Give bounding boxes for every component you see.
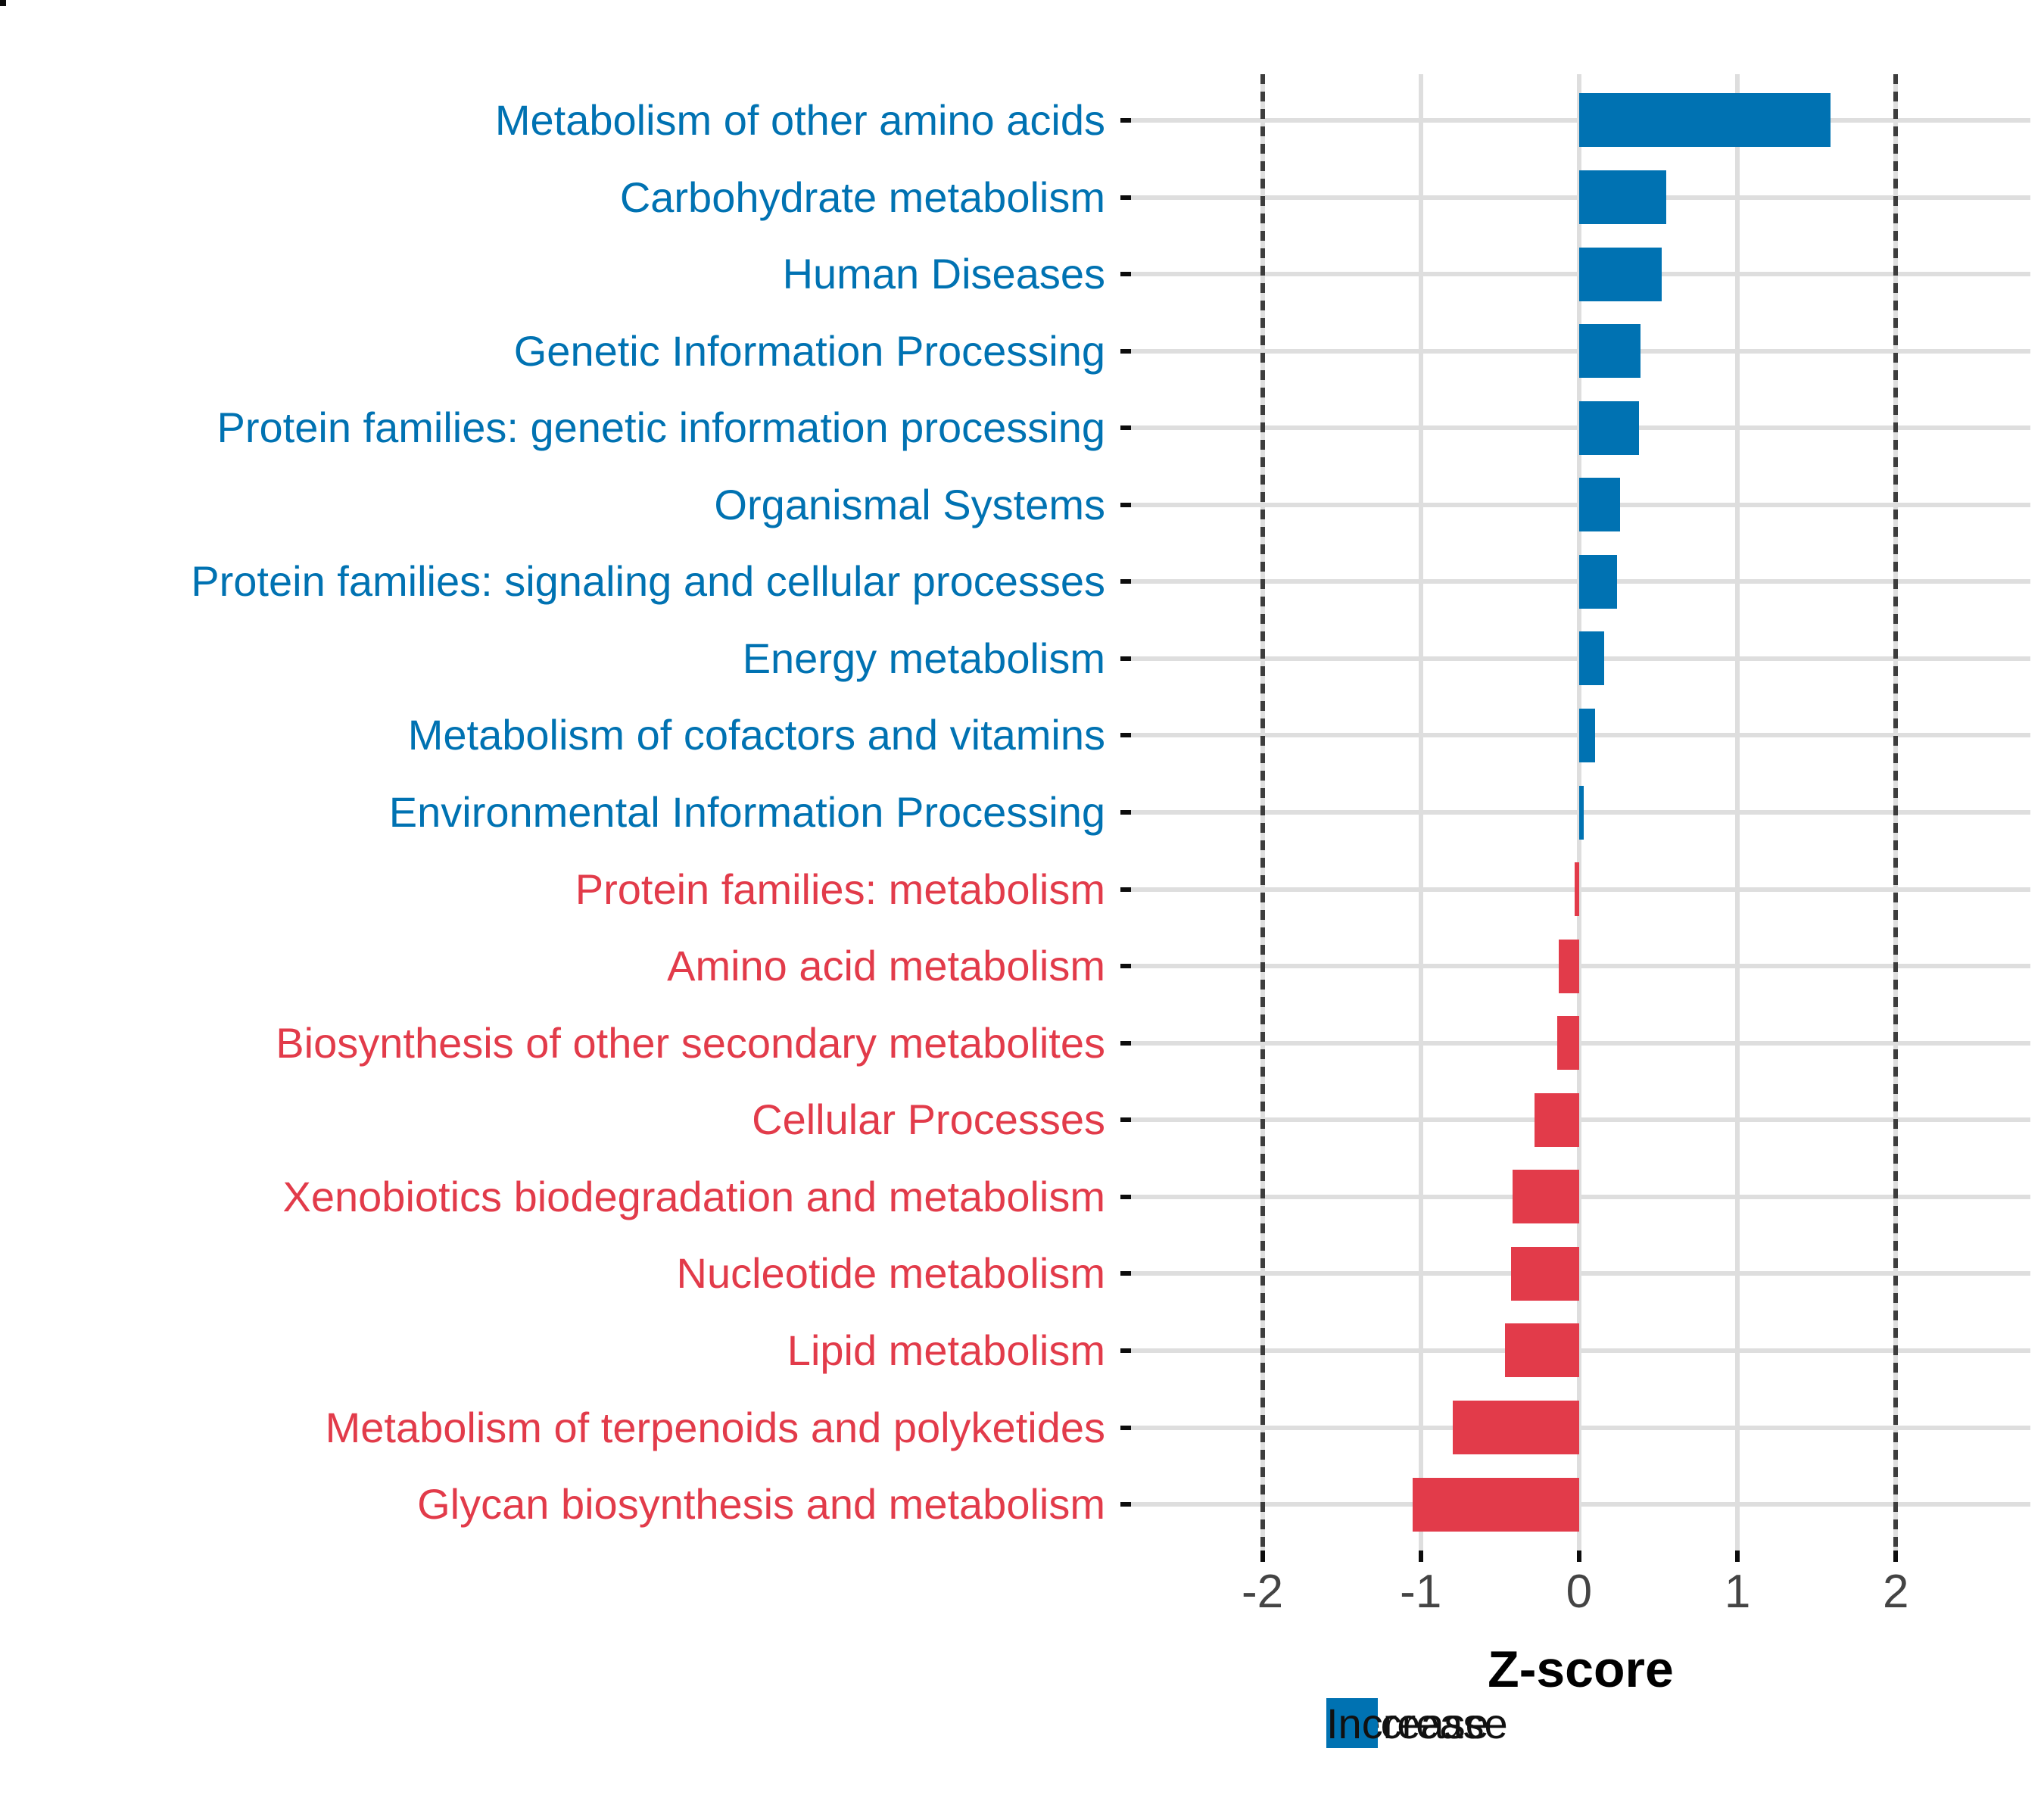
bar-decrease (1574, 862, 1579, 917)
y-axis-label: Nucleotide metabolism (676, 1249, 1105, 1298)
y-gridline (1131, 1040, 2030, 1046)
bar-decrease (1504, 1323, 1579, 1378)
y-tick (1120, 1348, 1131, 1353)
bar-increase (1578, 478, 1621, 532)
y-axis-label: Xenobiotics biodegradation and metabolis… (282, 1172, 1105, 1220)
y-tick (1120, 1425, 1131, 1430)
legend-key-increase (1326, 1698, 1378, 1748)
y-tick (1120, 810, 1131, 815)
y-axis-label: Human Diseases (782, 250, 1105, 298)
y-axis-label: Amino acid metabolism (667, 942, 1105, 990)
bar-decrease (1513, 1170, 1579, 1224)
y-tick (1120, 1194, 1131, 1199)
x-tick-label: -2 (1242, 1566, 1284, 1618)
x-tick (1893, 1551, 1899, 1562)
y-axis-label: Genetic Information Processing (513, 326, 1105, 375)
x-tick (1260, 1551, 1265, 1562)
y-tick (1120, 887, 1131, 892)
y-gridline (1131, 1425, 2030, 1430)
y-axis-label: Cellular Processes (752, 1095, 1105, 1144)
x-axis-title: Z-score (1488, 1641, 1674, 1698)
y-axis-label: Environmental Information Processing (388, 788, 1105, 836)
reference-line (1260, 74, 1265, 1551)
y-tick (1120, 733, 1131, 738)
y-tick (1120, 1502, 1131, 1507)
x-tick-label: 2 (1882, 1566, 1909, 1618)
y-tick (1120, 1271, 1131, 1276)
y-tick (1120, 348, 1131, 354)
y-axis-label: Metabolism of terpenoids and polyketides (325, 1403, 1105, 1451)
bar-increase (1578, 554, 1618, 609)
y-axis-label: Metabolism of other amino acids (494, 95, 1105, 144)
y-gridline (1131, 1117, 2030, 1123)
x-tick-label: 0 (1566, 1566, 1593, 1618)
y-tick (1120, 579, 1131, 584)
bar-decrease (1452, 1401, 1579, 1454)
x-tick (1735, 1551, 1740, 1562)
bar-increase (1578, 170, 1666, 224)
y-axis-label: Metabolism of cofactors and vitamins (407, 711, 1105, 759)
y-tick (1120, 502, 1131, 507)
bar-decrease (1510, 1246, 1579, 1301)
y-gridline (1131, 1348, 2030, 1353)
y-axis-label: Protein families: signaling and cellular… (191, 557, 1105, 606)
bar-increase (1578, 400, 1640, 455)
y-tick (1120, 1040, 1131, 1046)
y-axis-label: Glycan biosynthesis and metabolism (417, 1480, 1105, 1529)
y-gridline (1131, 1271, 2030, 1276)
x-tick (1418, 1551, 1423, 1562)
bar-increase (1578, 708, 1595, 762)
y-tick (1120, 964, 1131, 969)
y-tick (1120, 195, 1131, 200)
y-tick (1120, 272, 1131, 277)
bar-decrease (1558, 939, 1579, 993)
legend-label: Increase (1326, 1699, 1489, 1747)
y-axis-label: Biosynthesis of other secondary metaboli… (276, 1018, 1105, 1067)
y-gridline (1131, 1502, 2030, 1507)
bar-decrease (1556, 1016, 1579, 1071)
plot-panel-border (0, 0, 6, 6)
y-tick (1120, 117, 1131, 123)
bar-increase (1578, 324, 1641, 379)
y-axis-label: Lipid metabolism (787, 1326, 1105, 1374)
y-axis-label: Protein families: genetic information pr… (217, 404, 1105, 452)
x-tick (1576, 1551, 1581, 1562)
x-tick-label: 1 (1724, 1566, 1751, 1618)
y-gridline (1131, 887, 2030, 892)
y-axis-label: Organismal Systems (714, 480, 1105, 528)
x-tick-label: -1 (1400, 1566, 1442, 1618)
y-tick (1120, 425, 1131, 431)
y-axis-label: Carbohydrate metabolism (619, 173, 1105, 221)
y-gridline (1131, 964, 2030, 969)
reference-line (1893, 74, 1899, 1551)
y-tick (1120, 1117, 1131, 1123)
bar-decrease (1413, 1477, 1579, 1532)
bar-increase (1578, 93, 1831, 148)
y-gridline (1131, 1194, 2030, 1199)
bar-increase (1578, 631, 1605, 686)
y-axis-label: Energy metabolism (742, 634, 1105, 682)
bar-increase (1578, 247, 1662, 301)
y-tick (1120, 656, 1131, 661)
bar-decrease (1535, 1092, 1579, 1147)
y-axis-label: Protein families: metabolism (575, 865, 1105, 913)
bar-increase (1578, 785, 1584, 840)
